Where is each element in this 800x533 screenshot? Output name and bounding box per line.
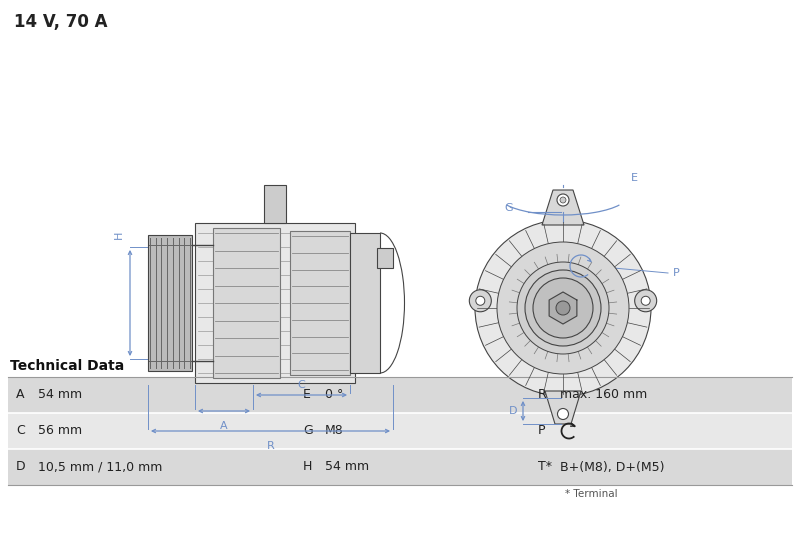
- Circle shape: [641, 296, 650, 305]
- Text: D: D: [509, 406, 517, 416]
- Text: M8: M8: [325, 424, 344, 438]
- Text: 54 mm: 54 mm: [325, 461, 369, 473]
- Text: G: G: [504, 203, 513, 213]
- Text: E: E: [631, 173, 638, 183]
- Text: P: P: [673, 268, 680, 278]
- Bar: [148, 235, 192, 371]
- Text: A: A: [220, 421, 228, 431]
- Circle shape: [557, 194, 569, 206]
- Text: P: P: [538, 424, 546, 438]
- Text: H: H: [114, 231, 124, 239]
- Bar: [8, 377, 792, 413]
- Circle shape: [560, 197, 566, 203]
- Polygon shape: [549, 292, 577, 324]
- Text: 14 V, 70 A: 14 V, 70 A: [14, 13, 107, 31]
- Bar: [8, 413, 792, 449]
- Text: D: D: [16, 461, 26, 473]
- Circle shape: [634, 290, 657, 312]
- Circle shape: [476, 296, 485, 305]
- Text: B+(M8), D+(M5): B+(M8), D+(M5): [560, 461, 665, 473]
- Text: G: G: [303, 424, 313, 438]
- Text: C: C: [298, 380, 306, 390]
- Text: C: C: [16, 424, 25, 438]
- Circle shape: [497, 242, 629, 374]
- Text: R: R: [538, 389, 546, 401]
- Bar: [377, 248, 393, 268]
- Bar: [195, 223, 355, 383]
- Text: H: H: [303, 461, 312, 473]
- Polygon shape: [545, 391, 581, 424]
- Bar: [8, 449, 792, 485]
- Text: Technical Data: Technical Data: [10, 359, 124, 373]
- Circle shape: [558, 408, 569, 419]
- Circle shape: [470, 290, 491, 312]
- Circle shape: [533, 278, 593, 338]
- Bar: [264, 185, 286, 223]
- Circle shape: [525, 270, 601, 346]
- Circle shape: [517, 262, 609, 354]
- Text: A: A: [16, 389, 25, 401]
- Text: E: E: [303, 389, 311, 401]
- Text: 0 °: 0 °: [325, 389, 343, 401]
- Bar: [213, 228, 280, 378]
- Circle shape: [556, 301, 570, 315]
- Text: max. 160 mm: max. 160 mm: [560, 389, 647, 401]
- Bar: [350, 233, 380, 373]
- Text: R: R: [266, 441, 274, 451]
- Text: * Terminal: * Terminal: [565, 489, 618, 499]
- Circle shape: [475, 220, 651, 396]
- Bar: [290, 231, 350, 375]
- Text: 10,5 mm / 11,0 mm: 10,5 mm / 11,0 mm: [38, 461, 162, 473]
- Text: 54 mm: 54 mm: [38, 389, 82, 401]
- Polygon shape: [542, 190, 584, 225]
- Text: T*: T*: [538, 461, 552, 473]
- Text: 56 mm: 56 mm: [38, 424, 82, 438]
